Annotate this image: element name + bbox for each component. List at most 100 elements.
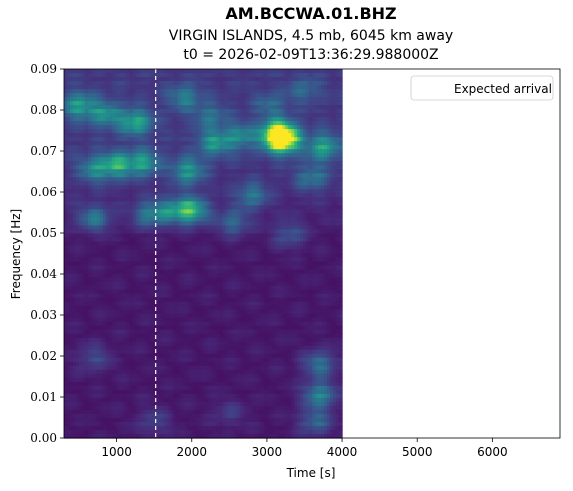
heatmap-cell <box>111 137 116 142</box>
heatmap-cell <box>120 273 125 279</box>
heatmap-cell <box>117 77 122 82</box>
heatmap-cell <box>180 133 185 138</box>
heatmap-cell <box>234 193 239 198</box>
heatmap-cell <box>264 269 268 275</box>
heatmap-cell <box>309 109 313 114</box>
heatmap-cell <box>240 89 244 94</box>
heatmap-cell <box>165 165 170 170</box>
heatmap-cell <box>321 133 325 138</box>
heatmap-cell <box>102 145 107 150</box>
heatmap-cell <box>315 105 319 110</box>
heatmap-cell <box>270 225 274 231</box>
heatmap-cell <box>117 257 122 263</box>
heatmap-cell <box>78 193 83 198</box>
heatmap-cell <box>246 237 250 243</box>
heatmap-cell <box>108 233 113 239</box>
heatmap-cell <box>216 205 221 210</box>
heatmap-cell <box>339 189 343 194</box>
heatmap-cell <box>75 253 80 259</box>
heatmap-cell <box>144 193 149 198</box>
heatmap-cell <box>333 145 337 150</box>
heatmap-cell <box>264 161 268 166</box>
heatmap-cell <box>189 113 194 118</box>
heatmap-cell <box>147 273 152 279</box>
heatmap-cell <box>231 253 236 259</box>
heatmap-cell <box>138 149 143 154</box>
heatmap-cell <box>198 277 203 283</box>
heatmap-cell <box>324 197 328 202</box>
heatmap-cell <box>267 197 271 202</box>
heatmap-cell <box>294 153 298 158</box>
heatmap-cell <box>165 157 170 162</box>
heatmap-cell <box>336 249 340 255</box>
heatmap-cell <box>234 157 239 162</box>
heatmap-cell <box>144 173 149 178</box>
heatmap-cell <box>261 277 265 283</box>
heatmap-cell <box>249 281 253 287</box>
heatmap-cell <box>318 129 322 134</box>
heatmap-cell <box>105 173 110 178</box>
heatmap-cell <box>315 221 319 227</box>
heatmap-cell <box>321 233 325 239</box>
heatmap-cell <box>87 177 92 182</box>
heatmap-cell <box>105 149 110 154</box>
heatmap-cell <box>108 273 113 279</box>
heatmap-cell <box>108 281 113 287</box>
heatmap-cell <box>324 77 328 82</box>
heatmap-cell <box>93 237 98 243</box>
heatmap-cell <box>270 241 274 247</box>
heatmap-cell <box>135 89 140 94</box>
heatmap-cell <box>267 221 271 227</box>
heatmap-cell <box>312 89 316 94</box>
heatmap-cell <box>261 145 265 150</box>
heatmap-cell <box>204 161 209 166</box>
heatmap-cell <box>303 153 307 158</box>
heatmap-cell <box>111 193 116 198</box>
heatmap-cell <box>237 169 241 174</box>
heatmap-cell <box>225 69 230 74</box>
heatmap-cell <box>309 161 313 166</box>
heatmap-cell <box>327 253 331 259</box>
heatmap-cell <box>327 245 331 251</box>
heatmap-cell <box>147 117 152 122</box>
heatmap-cell <box>267 225 271 231</box>
heatmap-cell <box>138 125 143 130</box>
heatmap-cell <box>162 157 167 162</box>
heatmap-cell <box>159 121 164 126</box>
heatmap-cell <box>213 69 218 74</box>
heatmap-cell <box>309 81 313 86</box>
heatmap-cell <box>279 109 283 114</box>
heatmap-cell <box>177 233 182 239</box>
heatmap-cell <box>78 97 83 102</box>
heatmap-cell <box>213 101 218 106</box>
heatmap-cell <box>309 209 313 214</box>
heatmap-cell <box>141 109 146 114</box>
heatmap-cell <box>105 225 110 231</box>
heatmap-cell <box>177 81 182 86</box>
heatmap-cell <box>267 121 271 126</box>
heatmap-cell <box>321 209 325 214</box>
heatmap-cell <box>144 269 149 275</box>
heatmap-cell <box>339 89 343 94</box>
heatmap-cell <box>237 269 241 275</box>
heatmap-cell <box>201 173 206 178</box>
heatmap-cell <box>111 261 116 267</box>
heatmap-cell <box>174 157 179 162</box>
heatmap-cell <box>177 185 182 190</box>
heatmap-cell <box>336 193 340 198</box>
heatmap-cell <box>102 157 107 162</box>
heatmap-cell <box>201 253 206 259</box>
heatmap-cell <box>231 73 236 78</box>
heatmap-cell <box>276 253 280 259</box>
heatmap-cell <box>126 185 131 190</box>
heatmap-cell <box>258 193 262 198</box>
heatmap-cell <box>294 193 298 198</box>
heatmap-cell <box>207 141 212 146</box>
heatmap-cell <box>120 209 125 214</box>
heatmap-cell <box>201 261 206 267</box>
heatmap-cell <box>216 129 221 134</box>
heatmap-cell <box>204 113 209 118</box>
heatmap-cell <box>288 73 292 78</box>
heatmap-cell <box>69 165 74 170</box>
heatmap-cell <box>330 221 334 227</box>
